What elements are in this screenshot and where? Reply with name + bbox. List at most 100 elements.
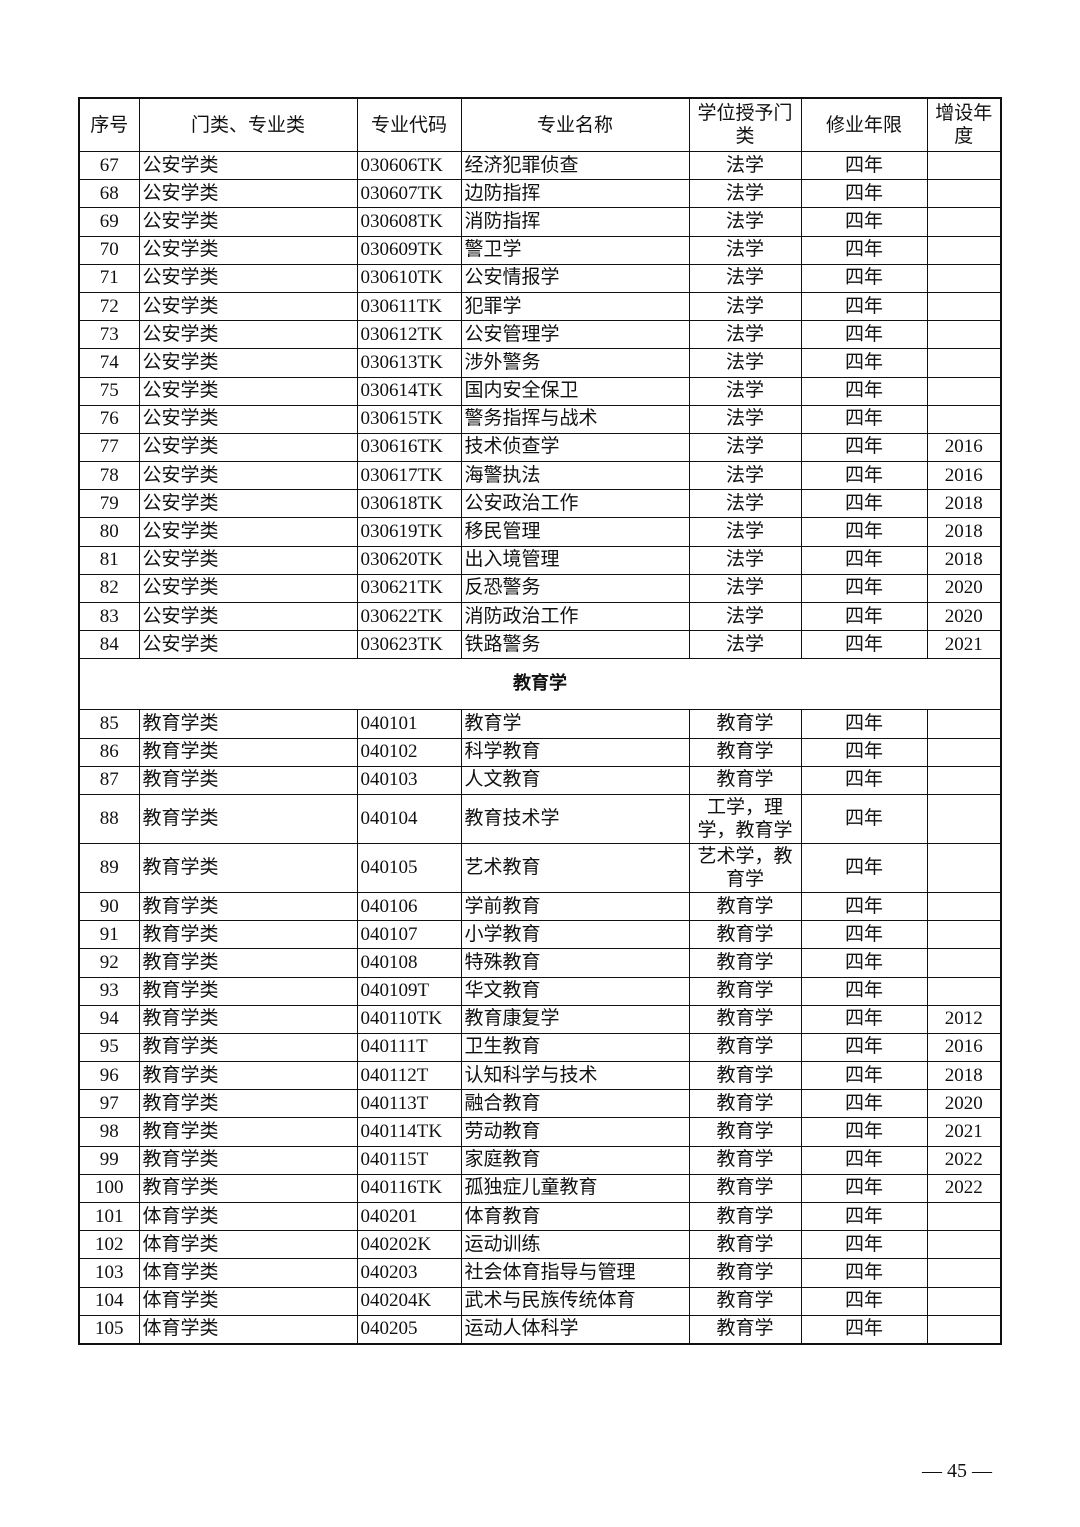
table-row: 74 公安学类 030613TK 涉外警务 法学 四年 — [78, 348, 1002, 378]
cell-year-added: 2022 — [926, 1145, 1002, 1175]
cell-major-name: 家庭教育 — [460, 1145, 690, 1175]
table-row: 78 公安学类 030617TK 海警执法 法学 四年 2016 — [78, 461, 1002, 491]
cell-year-added: 2018 — [926, 489, 1002, 519]
cell-duration: 四年 — [800, 842, 928, 893]
table-row: 76 公安学类 030615TK 警务指挥与战术 法学 四年 — [78, 404, 1002, 434]
cell-seq: 96 — [78, 1061, 140, 1091]
cell-degree: 法学 — [688, 404, 802, 434]
cell-duration: 四年 — [800, 432, 928, 463]
cell-seq: 88 — [78, 793, 140, 844]
cell-year-added: 2018 — [926, 517, 1002, 547]
cell-seq: 67 — [78, 150, 140, 181]
cell-category: 教育学类 — [138, 737, 358, 767]
table-row: 71 公安学类 030610TK 公安情报学 法学 四年 — [78, 263, 1002, 293]
table-row: 101 体育学类 040201 体育教育 教育学 四年 — [78, 1201, 1002, 1232]
cell-major-name: 涉外警务 — [460, 348, 690, 378]
cell-code: 030613TK — [356, 348, 462, 378]
cell-seq: 102 — [78, 1230, 140, 1260]
table-row: 86 教育学类 040102 科学教育 教育学 四年 — [78, 737, 1002, 767]
cell-major-name: 孤独症儿童教育 — [460, 1173, 690, 1204]
cell-year-added — [926, 1258, 1002, 1288]
cell-degree: 教育学 — [688, 765, 802, 795]
cell-code: 040109T — [356, 976, 462, 1006]
cell-category: 公安学类 — [138, 320, 358, 350]
cell-major-name: 科学教育 — [460, 737, 690, 767]
cell-major-name: 海警执法 — [460, 461, 690, 491]
cell-code: 040105 — [356, 842, 462, 893]
cell-code: 030623TK — [356, 630, 462, 660]
cell-degree: 法学 — [688, 348, 802, 378]
cell-duration: 四年 — [800, 1032, 928, 1063]
table-row: 70 公安学类 030609TK 警卫学 法学 四年 — [78, 235, 1002, 265]
cell-category: 体育学类 — [138, 1230, 358, 1260]
cell-year-added — [926, 150, 1002, 181]
table-row: 97 教育学类 040113T 融合教育 教育学 四年 2020 — [78, 1089, 1002, 1119]
cell-code: 040104 — [356, 793, 462, 844]
cell-code: 030622TK — [356, 601, 462, 632]
cell-degree: 教育学 — [688, 1032, 802, 1063]
cell-major-name: 社会体育指导与管理 — [460, 1258, 690, 1288]
cell-code: 030612TK — [356, 320, 462, 350]
cell-degree: 法学 — [688, 545, 802, 575]
table-row: 67 公安学类 030606TK 经济犯罪侦查 法学 四年 — [78, 150, 1002, 181]
cell-code: 040203 — [356, 1258, 462, 1288]
cell-category: 公安学类 — [138, 432, 358, 463]
cell-year-added — [926, 1230, 1002, 1260]
header-row: 序号 门类、专业类 专业代码 专业名称 学位授予门类 修业年限 增设年度 — [78, 97, 1002, 152]
cell-major-name: 教育技术学 — [460, 793, 690, 844]
cell-category: 教育学类 — [138, 765, 358, 795]
cell-category: 公安学类 — [138, 376, 358, 406]
cell-year-added: 2016 — [926, 461, 1002, 491]
cell-code: 040108 — [356, 948, 462, 978]
cell-category: 公安学类 — [138, 179, 358, 209]
cell-code: 040204K — [356, 1286, 462, 1316]
cell-year-added: 2020 — [926, 601, 1002, 632]
cell-major-name: 武术与民族传统体育 — [460, 1286, 690, 1316]
cell-major-name: 认知科学与技术 — [460, 1061, 690, 1091]
table-row: 69 公安学类 030608TK 消防指挥 法学 四年 — [78, 207, 1002, 237]
cell-code: 030611TK — [356, 291, 462, 322]
cell-duration: 四年 — [800, 573, 928, 604]
cell-duration: 四年 — [800, 765, 928, 795]
cell-category: 教育学类 — [138, 793, 358, 844]
cell-major-name: 警卫学 — [460, 235, 690, 265]
cell-duration: 四年 — [800, 1004, 928, 1034]
cell-duration: 四年 — [800, 404, 928, 434]
table-row: 96 教育学类 040112T 认知科学与技术 教育学 四年 2018 — [78, 1061, 1002, 1091]
table-row: 75 公安学类 030614TK 国内安全保卫 法学 四年 — [78, 376, 1002, 406]
cell-degree: 法学 — [688, 207, 802, 237]
cell-degree: 法学 — [688, 517, 802, 547]
cell-duration: 四年 — [800, 545, 928, 575]
cell-major-name: 体育教育 — [460, 1201, 690, 1232]
cell-category: 公安学类 — [138, 601, 358, 632]
cell-year-added — [926, 793, 1002, 844]
cell-major-name: 边防指挥 — [460, 179, 690, 209]
cell-seq: 84 — [78, 630, 140, 660]
cell-code: 030609TK — [356, 235, 462, 265]
cell-seq: 70 — [78, 235, 140, 265]
cell-duration: 四年 — [800, 891, 928, 922]
cell-duration: 四年 — [800, 461, 928, 491]
cell-seq: 68 — [78, 179, 140, 209]
cell-duration: 四年 — [800, 150, 928, 181]
cell-category: 公安学类 — [138, 263, 358, 293]
table-row: 82 公安学类 030621TK 反恐警务 法学 四年 2020 — [78, 573, 1002, 604]
cell-category: 体育学类 — [138, 1286, 358, 1316]
cell-major-name: 出入境管理 — [460, 545, 690, 575]
table-row: 92 教育学类 040108 特殊教育 教育学 四年 — [78, 948, 1002, 978]
cell-major-name: 警务指挥与战术 — [460, 404, 690, 434]
table-row: 68 公安学类 030607TK 边防指挥 法学 四年 — [78, 179, 1002, 209]
cell-seq: 95 — [78, 1032, 140, 1063]
cell-major-name: 公安政治工作 — [460, 489, 690, 519]
cell-seq: 87 — [78, 765, 140, 795]
table-row: 87 教育学类 040103 人文教育 教育学 四年 — [78, 765, 1002, 795]
cell-seq: 89 — [78, 842, 140, 893]
cell-year-added — [926, 948, 1002, 978]
cell-category: 教育学类 — [138, 1061, 358, 1091]
cell-seq: 78 — [78, 461, 140, 491]
cell-major-name: 运动人体科学 — [460, 1314, 690, 1345]
cell-code: 030617TK — [356, 461, 462, 491]
cell-degree: 教育学 — [688, 1286, 802, 1316]
cell-code: 040114TK — [356, 1117, 462, 1147]
table-row: 90 教育学类 040106 学前教育 教育学 四年 — [78, 891, 1002, 922]
